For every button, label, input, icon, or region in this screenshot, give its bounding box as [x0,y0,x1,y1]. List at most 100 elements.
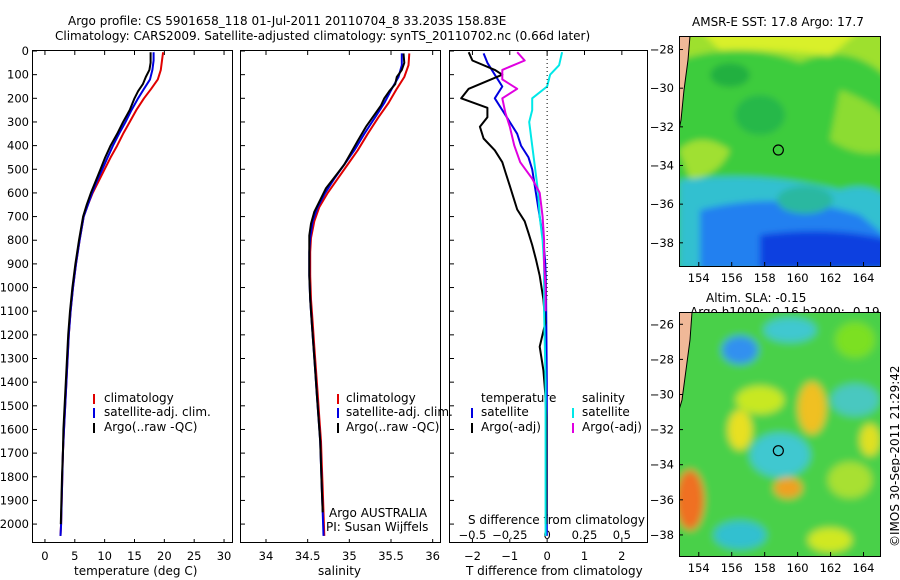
map-x-tick-label: 162 [820,561,842,575]
s-tick-label: 0.5 [613,528,631,542]
depth-tick-label: 1800 [0,470,29,484]
depth-tick-label: 2000 [0,517,29,531]
x-tick-label: 15 [127,549,142,563]
map-x-tick-label: 158 [754,271,776,285]
series-satellite-adj-clim- [59,52,155,536]
sst-map-title: AMSR-E SST: 17.8 Argo: 17.7 [692,15,864,29]
map-x-tick-label: 160 [787,271,809,285]
series-t-satellite [482,53,548,536]
map-y-tick-label: −30 [650,388,674,402]
map-x-tick-label: 156 [721,561,743,575]
x-tick-label: 5 [71,549,78,563]
legend-d-salinity: salinity [582,391,626,405]
s-tick-label: 0.25 [572,528,598,542]
sst-map-axes: 154 156 158 160 162 164 −28 −30 −32 −34 −36 −38 [650,43,875,285]
sla-map-title-1: Altim. SLA: -0.15 [706,291,807,305]
legend-t-satellite-adj: satellite-adj. clim. [104,405,211,419]
legend-s-satellite-adj: satellite-adj. clim. [346,405,453,419]
depth-tick-label: 1200 [0,328,29,342]
s-tick-label: −0.5 [458,528,486,542]
depth-tick-label: 300 [7,115,29,129]
legend-d-s-satellite: satellite [582,405,630,419]
xlabel-s-diff: S difference from climatology [468,513,645,527]
map-y-tick-label: −34 [650,458,674,472]
depth-tick-label: 800 [7,233,29,247]
series-argo-raw-qc- [59,52,152,525]
map-x-tick-label: 154 [688,271,710,285]
map-x-tick-label: 162 [820,271,842,285]
depth-tick-label: 1700 [0,446,29,460]
map-x-tick-label: 154 [688,561,710,575]
map-y-tick-label: −32 [650,120,674,134]
series-climatology [59,52,165,536]
credit-argo: Argo AUSTRALIA [329,506,428,520]
difference-panel-frame [449,50,648,543]
legend-s-argo-raw: Argo(..raw -QC) [346,420,440,434]
map-x-tick-label: 156 [721,271,743,285]
legend-d-t-satellite: satellite [481,405,529,419]
sla-map: 154 156 158 160 162 164 −26 −28 −30 −32 −34 −36 −38 [650,312,881,575]
x-tick-label: 1 [581,549,588,563]
x-tick-label: 10 [97,549,112,563]
x-tick-label: 30 [217,549,232,563]
temperature-panel-frame [32,50,233,543]
credit-pi: PI: Susan Wijffels [326,520,429,534]
depth-tick-label: 1900 [0,493,29,507]
map-y-tick-label: −30 [650,81,674,95]
x-tick-label: 34 [259,549,274,563]
map-y-tick-label: −36 [650,197,674,211]
header-title-line2: Climatology: CARS2009. Satellite-adjuste… [55,29,591,43]
depth-tick-label: 900 [7,257,29,271]
series-argo-raw-qc- [308,53,406,513]
depth-tick-label: 700 [7,210,29,224]
legend-swatches [93,394,574,433]
legend-s-climatology: climatology [346,391,416,405]
x-tick-label: 35 [342,549,357,563]
map-y-tick-label: −38 [650,236,674,250]
depth-axis: 0 100 200 300 400 500 600 700 800 900 1000 1100 1200… [0,44,454,531]
x-tick-label: 36 [425,549,440,563]
map-x-tick-label: 160 [787,561,809,575]
xlabel-t-diff: T difference from climatology [466,564,643,578]
sla-argo-marker [772,445,784,457]
map-y-tick-label: −38 [650,528,674,542]
salinity-panel-frame [240,50,441,543]
x-tick-label: 2 [618,549,625,563]
x-tick-label: 35.5 [378,549,404,563]
depth-tick-label: 1100 [0,304,29,318]
profile-series [59,51,564,536]
map-y-tick-label: −36 [650,493,674,507]
depth-tick-label: 0 [22,44,29,58]
depth-tick-label: 400 [7,139,29,153]
sst-map: 154 156 158 160 162 164 −28 −30 −32 −34 −36 −38 [650,36,881,285]
x-tick-label: 34.5 [295,549,321,563]
x-tick-label: −2 [464,549,481,563]
depth-tick-label: 1500 [0,399,29,413]
series-s-argo [501,51,547,312]
depth-tick-label: 1400 [0,375,29,389]
x-tick-label: 0 [543,549,550,563]
x-tick-label: 20 [157,549,172,563]
map-y-tick-label: −34 [650,158,674,172]
s-tick-label: −0.25 [492,528,527,542]
depth-tick-label: 600 [7,186,29,200]
x-tick-label: 25 [187,549,202,563]
xlabel-salinity: salinity [318,564,362,578]
legend-d-temperature: temperature [481,391,557,405]
sst-argo-marker [772,144,784,156]
series-satellite-adj-clim- [308,53,403,536]
legend-t-argo-raw: Argo(..raw -QC) [104,420,198,434]
legend-t-climatology: climatology [104,391,174,405]
series-climatology [309,53,411,536]
map-x-tick-label: 164 [853,271,875,285]
xlabel-temperature: temperature (deg C) [74,564,198,578]
x-tick-label: −1 [501,549,518,563]
depth-tick-label: 200 [7,91,29,105]
depth-tick-label: 100 [7,68,29,82]
header-title-line1: Argo profile: CS 5901658_118 01-Jul-2011… [68,14,507,28]
x-tick-label: 0 [41,549,48,563]
map-y-tick-label: −26 [650,317,674,331]
x-axes: 0 5 10 15 20 25 30 34 34.5 35 35.5 36 −2 −1 0 1 2 −0.5 −0.… [41,51,631,563]
depth-tick-label: 1000 [0,281,29,295]
